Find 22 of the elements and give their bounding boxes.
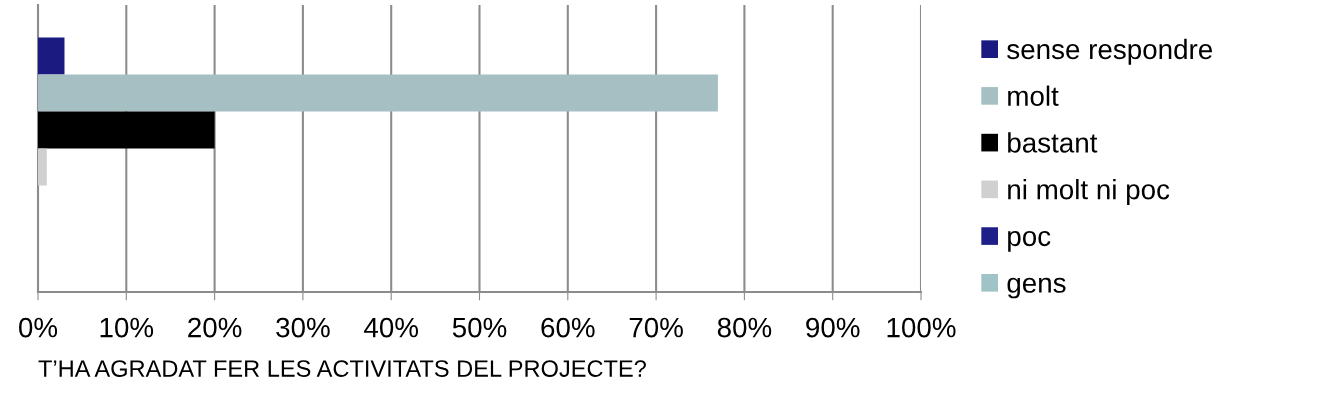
- bar: [38, 37, 65, 75]
- x-tick-label: 40%: [364, 317, 419, 338]
- legend-label: ni molt ni poc: [1008, 179, 1170, 205]
- x-tick-label: 30%: [276, 317, 330, 338]
- legend-label: bastant: [1008, 132, 1098, 153]
- x-tick-label: 100%: [887, 317, 956, 338]
- legend-label: poc: [1008, 230, 1051, 252]
- bar: [38, 74, 718, 112]
- x-axis-title: T’HA AGRADAT FER LES ACTIVITATS DEL PROJECTE?: [38, 360, 646, 377]
- x-tick-label: 70%: [629, 317, 683, 338]
- x-tick-label: 10%: [100, 317, 154, 338]
- legend-label: gens: [1007, 277, 1066, 299]
- legend-label: molt: [1008, 85, 1059, 106]
- x-tick-label: 0%: [19, 317, 58, 338]
- bar: [38, 148, 47, 186]
- legend-label: sense respondre: [1007, 38, 1213, 65]
- bar: [38, 111, 215, 149]
- x-tick-label: 60%: [541, 317, 595, 338]
- x-tick-label: 90%: [806, 317, 860, 338]
- x-tick-label: 20%: [188, 317, 242, 338]
- x-tick-label: 50%: [452, 317, 507, 338]
- x-tick-label: 80%: [717, 317, 772, 338]
